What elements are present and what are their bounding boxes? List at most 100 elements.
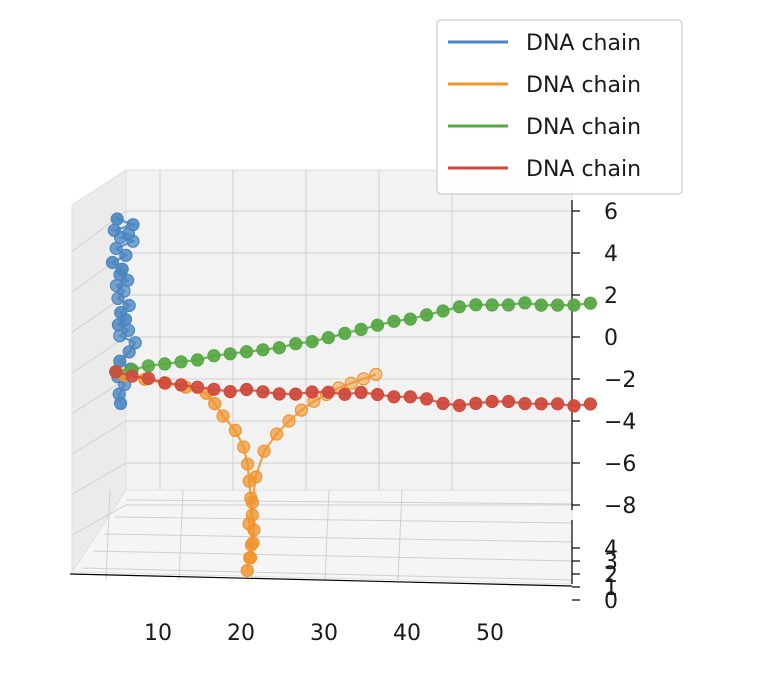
data-point	[436, 396, 450, 410]
data-point	[270, 427, 284, 441]
axis-lines	[69, 200, 573, 587]
legend-label: DNA chain	[526, 31, 641, 56]
data-point	[257, 444, 271, 458]
data-point	[485, 298, 499, 312]
z-tick-label: 6	[604, 200, 618, 225]
x-tick-label: 50	[476, 621, 504, 646]
data-point	[207, 382, 221, 396]
data-point	[208, 397, 222, 411]
data-point	[387, 314, 401, 328]
data-point	[128, 336, 142, 350]
data-point	[354, 322, 368, 336]
x-tick-label: 10	[144, 621, 172, 646]
data-point	[190, 353, 205, 367]
series-0	[105, 212, 142, 410]
data-point	[216, 409, 230, 423]
legend-label: DNA chain	[526, 73, 641, 98]
data-point	[370, 387, 385, 402]
z-tick-label: 4	[604, 242, 618, 267]
data-point	[387, 390, 401, 404]
data-point	[109, 365, 123, 379]
x-tick-label: 40	[393, 621, 421, 646]
y-tick-label: 0	[604, 589, 618, 614]
legend: DNA chain DNA chain DNA chain DNA chain	[436, 19, 683, 195]
data-point	[245, 495, 259, 510]
data-point	[272, 341, 286, 355]
data-point	[256, 343, 270, 357]
side-grid-z-0	[71, 504, 127, 536]
data-point	[174, 355, 188, 369]
data-point	[120, 273, 135, 287]
side-grid-z-1	[71, 462, 127, 495]
data-point	[240, 563, 254, 578]
data-point	[113, 230, 128, 245]
x-tick-label: 30	[310, 621, 338, 646]
data-point	[583, 397, 598, 411]
data-point	[126, 234, 140, 248]
data-point	[344, 376, 358, 390]
data-point	[113, 396, 128, 410]
data-point	[119, 248, 133, 262]
data-point	[294, 403, 308, 417]
data-series	[105, 212, 598, 578]
side-grid-z-3	[71, 378, 127, 414]
data-point	[111, 291, 125, 305]
floor-grid-x-10	[105, 489, 111, 581]
data-point	[436, 304, 450, 318]
data-point	[567, 399, 581, 413]
floor-grid-y-0	[125, 499, 573, 505]
y-tick-label: 2	[604, 563, 618, 588]
series-2	[109, 296, 598, 379]
data-point	[289, 337, 303, 351]
floor-grid-y-2	[103, 533, 573, 543]
data-point	[174, 378, 188, 392]
data-point	[158, 376, 172, 390]
data-point	[243, 551, 258, 565]
legend-label: DNA chain	[526, 115, 641, 140]
z-tick-label: −6	[604, 452, 636, 477]
data-point	[246, 536, 260, 550]
data-point	[249, 470, 263, 484]
y-tick-label: 3	[604, 550, 618, 575]
floor-grid-y-3	[92, 550, 573, 562]
data-point	[534, 298, 548, 312]
data-point	[141, 371, 155, 385]
data-point	[241, 457, 255, 471]
data-point	[105, 255, 120, 270]
data-point	[420, 392, 434, 406]
floor-grid-y-1	[114, 516, 573, 524]
y-tick-label: 1	[604, 576, 618, 601]
data-point	[141, 359, 155, 373]
data-point	[370, 318, 385, 332]
z-tick-label: −2	[604, 368, 636, 393]
data-point	[207, 349, 221, 363]
data-point	[321, 331, 335, 345]
data-point	[420, 308, 434, 322]
data-point	[122, 298, 136, 313]
data-point	[452, 300, 466, 314]
data-point	[125, 369, 139, 383]
floor-grid-y-4	[81, 567, 573, 581]
data-point	[403, 390, 417, 404]
data-point	[113, 329, 127, 343]
data-point	[518, 397, 532, 411]
data-point	[289, 387, 303, 401]
data-point	[223, 385, 237, 399]
data-point	[534, 397, 548, 411]
data-point	[567, 298, 581, 312]
data-point	[272, 387, 286, 401]
data-point	[369, 367, 383, 381]
series-3	[109, 365, 598, 413]
data-point	[518, 296, 532, 310]
data-point	[583, 296, 598, 310]
data-point	[550, 298, 565, 312]
data-point	[223, 347, 237, 361]
data-point	[240, 382, 254, 397]
data-point	[110, 212, 124, 226]
data-point	[321, 385, 335, 399]
x-tick-label: 20	[227, 621, 255, 646]
data-point	[158, 357, 172, 371]
data-point	[469, 396, 483, 410]
